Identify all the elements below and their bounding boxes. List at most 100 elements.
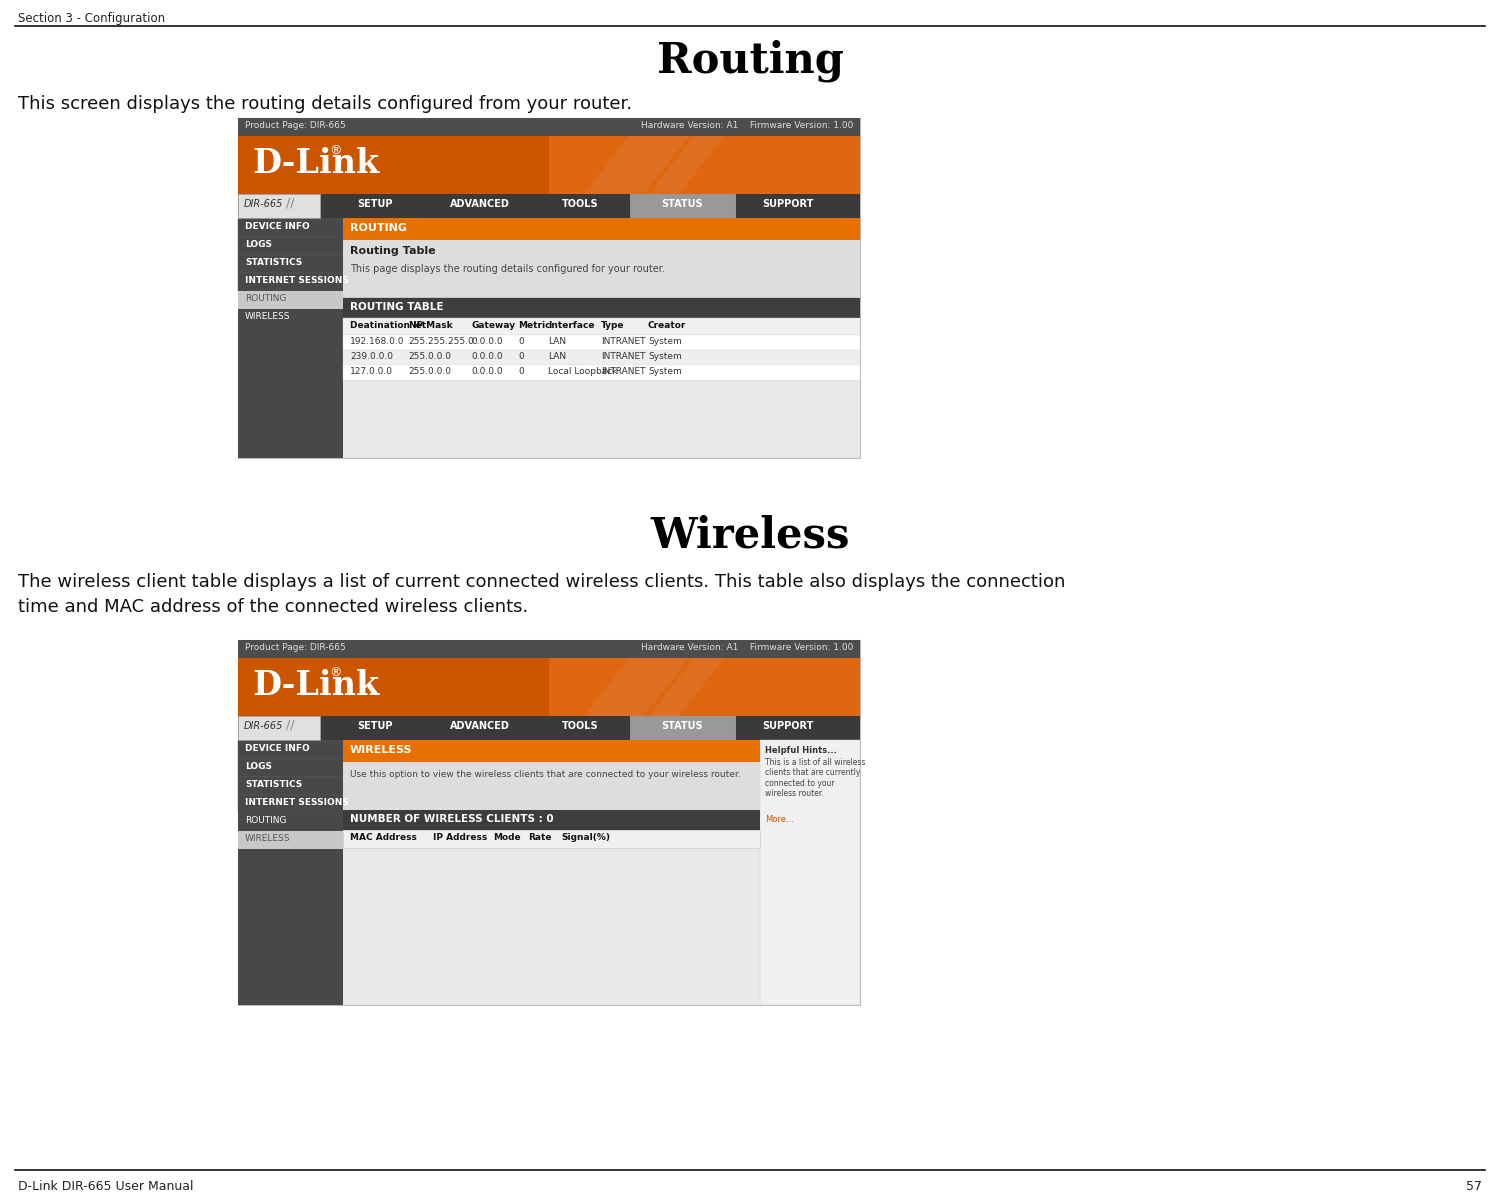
Bar — [549, 136, 860, 193]
Text: Type: Type — [602, 321, 624, 330]
Text: time and MAC address of the connected wireless clients.: time and MAC address of the connected wi… — [18, 598, 528, 616]
Text: 192.168.0.0: 192.168.0.0 — [350, 337, 405, 346]
Text: STATUS: STATUS — [662, 721, 704, 731]
Text: 239.0.0.0: 239.0.0.0 — [350, 352, 393, 361]
Text: Signal(%): Signal(%) — [561, 833, 610, 842]
Text: 0.0.0.0: 0.0.0.0 — [471, 352, 502, 361]
Bar — [238, 640, 859, 1005]
Bar — [344, 219, 860, 240]
Text: Product Page: DIR-665: Product Page: DIR-665 — [244, 121, 345, 130]
Text: ®: ® — [328, 666, 342, 679]
Bar — [238, 759, 344, 777]
Text: MAC Address: MAC Address — [350, 833, 417, 842]
Text: Product Page: DIR-665: Product Page: DIR-665 — [244, 644, 345, 652]
Text: WIRELESS: WIRELESS — [350, 745, 412, 755]
Text: 127.0.0.0: 127.0.0.0 — [350, 367, 393, 376]
Text: INTRANET: INTRANET — [602, 337, 645, 346]
Text: Interface: Interface — [548, 321, 594, 330]
Text: //: // — [286, 197, 294, 210]
Bar — [238, 658, 859, 716]
Text: Creator: Creator — [648, 321, 687, 330]
Text: INTERNET SESSIONS: INTERNET SESSIONS — [244, 798, 350, 807]
Bar — [238, 291, 344, 309]
Text: WIRELESS: WIRELESS — [244, 312, 291, 321]
Text: The wireless client table displays a list of current connected wireless clients.: The wireless client table displays a lis… — [18, 573, 1065, 591]
Polygon shape — [614, 136, 689, 193]
Bar — [344, 762, 760, 810]
Bar — [344, 240, 860, 298]
Bar — [344, 740, 760, 762]
Text: WIRELESS: WIRELESS — [244, 833, 291, 843]
Bar — [238, 118, 859, 458]
Text: ®: ® — [328, 144, 342, 156]
Bar — [344, 350, 860, 365]
Text: This screen displays the routing details configured from your router.: This screen displays the routing details… — [18, 96, 632, 113]
Text: 255.255.255.0: 255.255.255.0 — [408, 337, 474, 346]
Text: ADVANCED: ADVANCED — [450, 199, 510, 209]
Text: STATISTICS: STATISTICS — [244, 258, 302, 267]
Text: 0: 0 — [518, 352, 524, 361]
Text: Use this option to view the wireless clients that are connected to your wireless: Use this option to view the wireless cli… — [350, 770, 741, 778]
Bar — [238, 777, 344, 795]
Text: D-Link: D-Link — [252, 147, 380, 180]
Bar — [344, 298, 860, 318]
Text: LAN: LAN — [548, 352, 566, 361]
Bar — [344, 336, 860, 350]
Text: SETUP: SETUP — [357, 721, 393, 731]
Text: ROUTING: ROUTING — [244, 294, 286, 303]
Bar — [238, 273, 344, 291]
Bar — [344, 318, 860, 336]
Text: SUPPORT: SUPPORT — [762, 199, 813, 209]
Text: Wireless: Wireless — [651, 515, 849, 556]
Text: D-Link DIR-665 User Manual: D-Link DIR-665 User Manual — [18, 1180, 194, 1193]
Bar — [344, 365, 860, 380]
Bar — [238, 640, 859, 658]
Bar — [238, 236, 344, 256]
Polygon shape — [584, 658, 658, 716]
Text: SUPPORT: SUPPORT — [762, 721, 813, 731]
Text: TOOLS: TOOLS — [561, 721, 598, 731]
Bar — [238, 256, 344, 273]
Text: 57: 57 — [1466, 1180, 1482, 1193]
Text: Deatination IP: Deatination IP — [350, 321, 423, 330]
Bar — [344, 830, 760, 848]
Text: System: System — [648, 352, 681, 361]
Bar — [238, 831, 344, 849]
Text: D-Link: D-Link — [252, 669, 380, 702]
Bar — [238, 219, 344, 458]
Text: Hardware Version: A1    Firmware Version: 1.00: Hardware Version: A1 Firmware Version: 1… — [640, 121, 854, 130]
Bar — [238, 118, 859, 136]
Polygon shape — [650, 658, 724, 716]
Bar — [549, 658, 860, 716]
Bar — [630, 716, 735, 740]
Text: ROUTING TABLE: ROUTING TABLE — [350, 302, 444, 312]
Text: DEVICE INFO: DEVICE INFO — [244, 222, 309, 230]
Bar — [760, 740, 859, 1005]
Text: LAN: LAN — [548, 337, 566, 346]
Text: SETUP: SETUP — [357, 199, 393, 209]
Text: 0.0.0.0: 0.0.0.0 — [471, 367, 502, 376]
Polygon shape — [584, 136, 658, 193]
Text: ADVANCED: ADVANCED — [450, 721, 510, 731]
Text: Metric: Metric — [518, 321, 550, 330]
Text: NetMask: NetMask — [408, 321, 453, 330]
Text: System: System — [648, 367, 681, 376]
Text: 0.0.0.0: 0.0.0.0 — [471, 337, 502, 346]
Text: Routing: Routing — [657, 41, 843, 82]
Bar — [238, 219, 344, 236]
Text: System: System — [648, 337, 681, 346]
Bar — [238, 795, 344, 813]
Text: ROUTING: ROUTING — [244, 816, 286, 825]
Text: Routing Table: Routing Table — [350, 246, 435, 256]
Text: INTRANET: INTRANET — [602, 352, 645, 361]
Text: //: // — [286, 719, 294, 732]
Bar — [238, 740, 344, 1005]
Bar — [238, 136, 859, 193]
Text: 255.0.0.0: 255.0.0.0 — [408, 367, 452, 376]
Text: Rate: Rate — [528, 833, 552, 842]
Bar — [238, 309, 344, 327]
Text: Mode: Mode — [494, 833, 520, 842]
Text: Hardware Version: A1    Firmware Version: 1.00: Hardware Version: A1 Firmware Version: 1… — [640, 644, 854, 652]
Text: IP Address: IP Address — [433, 833, 488, 842]
Bar — [238, 741, 344, 759]
